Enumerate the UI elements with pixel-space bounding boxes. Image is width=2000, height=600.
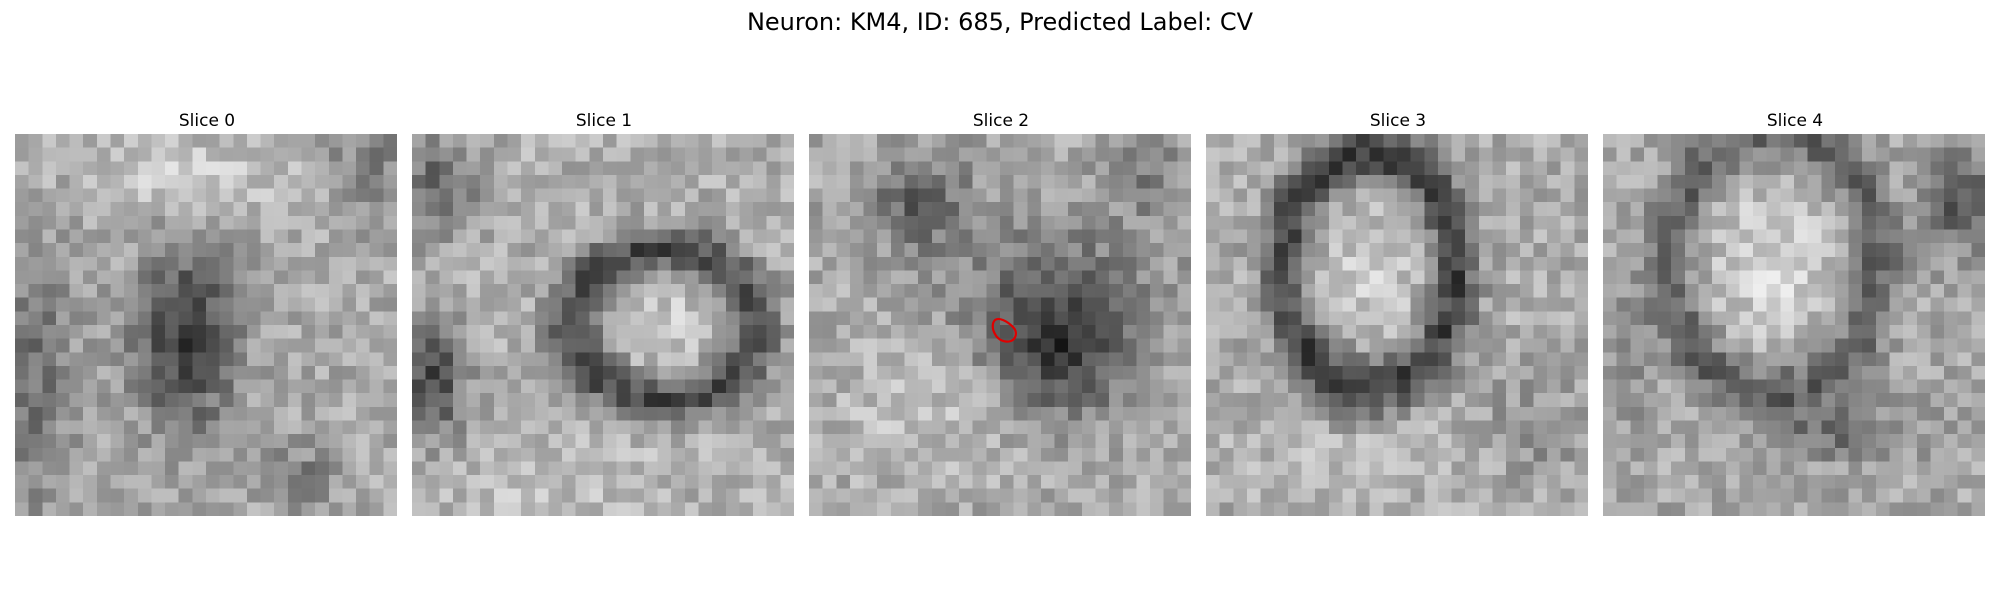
slice-panel-4: Slice 4 (1603, 108, 1987, 516)
figure-title: Neuron: KM4, ID: 685, Predicted Label: C… (746, 8, 1254, 36)
slice-image-1-frame (412, 134, 794, 516)
slice-image-0-frame (15, 134, 397, 516)
slice-image-2 (809, 134, 1191, 516)
slice-image-4-frame (1603, 134, 1985, 516)
slice-image-2-frame (809, 134, 1191, 516)
slice-title-1: Slice 1 (575, 111, 633, 131)
slice-title-3: Slice 3 (1369, 111, 1427, 131)
slice-panel-1: Slice 1 (412, 108, 796, 516)
slice-image-3 (1206, 134, 1588, 516)
slice-title-4: Slice 4 (1766, 111, 1824, 131)
slice-image-1 (412, 134, 794, 516)
slice-panel-0: Slice 0 (15, 108, 399, 516)
slice-panel-3: Slice 3 (1206, 108, 1590, 516)
slice-title-2: Slice 2 (972, 111, 1030, 131)
slice-image-0 (15, 134, 397, 516)
slice-panel-2: Slice 2 (809, 108, 1193, 516)
slice-image-3-frame (1206, 134, 1588, 516)
slice-title-0: Slice 0 (178, 111, 236, 131)
slice-image-4 (1603, 134, 1985, 516)
